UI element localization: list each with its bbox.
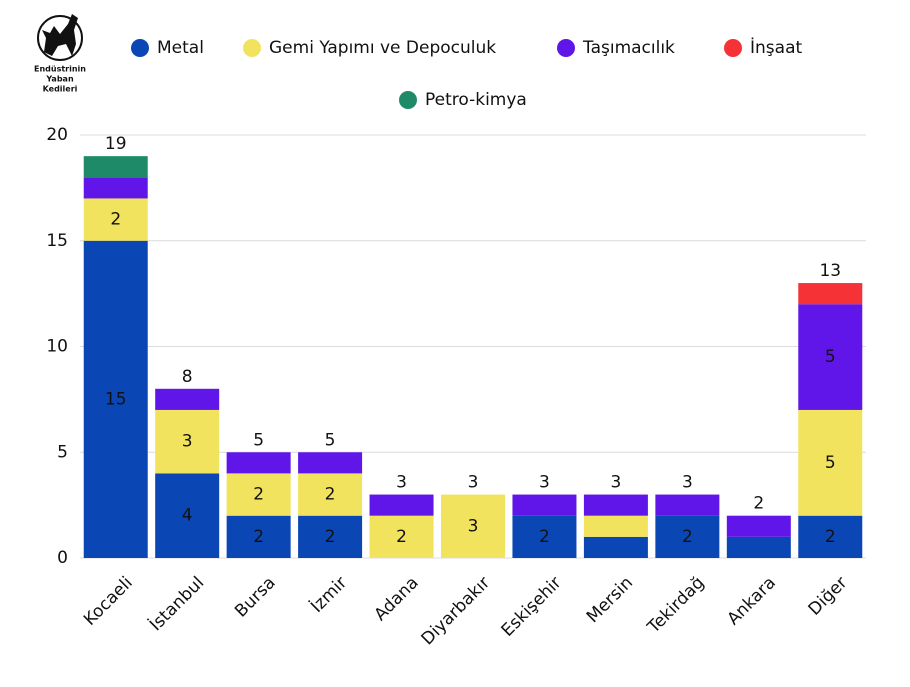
y-tick-label: 20 — [46, 125, 68, 145]
bar-segment — [83, 177, 148, 199]
x-tick-label: Eskişehir — [498, 573, 566, 641]
segment-label: 3 — [182, 432, 193, 452]
legend-label: İnşaat — [750, 37, 802, 58]
bar-segment — [369, 494, 434, 516]
bar-segment — [655, 494, 720, 516]
bar-segment — [298, 473, 363, 516]
bar-segment — [798, 409, 863, 516]
legend-label: Taşımacılık — [582, 38, 675, 58]
bar-segment — [155, 388, 220, 410]
x-tick-label: Mersin — [583, 573, 637, 627]
legend-label: Metal — [157, 38, 204, 58]
segment-label: 15 — [105, 389, 127, 409]
total-label: 5 — [253, 430, 264, 450]
y-tick-label: 0 — [57, 548, 68, 568]
bar-segment — [512, 494, 577, 516]
bar-segment — [298, 515, 363, 558]
segment-label: 2 — [325, 527, 336, 547]
x-tick-label: Kocaeli — [80, 573, 137, 630]
bar-segment — [369, 515, 434, 558]
logo-text: Endüstrinin — [34, 65, 86, 74]
x-tick-label: Bursa — [231, 573, 280, 622]
segment-label: 2 — [325, 485, 336, 505]
segment-label: 2 — [110, 210, 121, 230]
total-label: 5 — [325, 430, 336, 450]
x-tick-label: Tekirdağ — [643, 573, 708, 638]
bar-segment — [726, 536, 791, 558]
segment-label: 5 — [825, 347, 836, 367]
bar-segment — [512, 515, 577, 558]
logo: Endüstrinin Yaban Kedileri — [34, 14, 86, 94]
x-tick-label: Adana — [370, 573, 422, 625]
legend-marker — [399, 91, 417, 109]
y-tick-label: 5 — [57, 442, 68, 462]
y-tick-label: 15 — [46, 231, 68, 251]
total-label: 2 — [753, 494, 764, 514]
logo-ring — [37, 15, 83, 61]
bar-segment — [441, 494, 505, 558]
total-label: 3 — [539, 473, 550, 493]
bar-segment — [583, 494, 648, 516]
bar-segment — [83, 156, 148, 178]
bar-segment — [655, 515, 720, 558]
total-label: 13 — [819, 261, 841, 281]
x-tick-label: İstanbul — [145, 572, 208, 635]
total-label: 3 — [610, 473, 621, 493]
legend-label: Petro-kimya — [425, 90, 527, 110]
x-tick-label: Ankara — [723, 573, 779, 629]
segment-label: 2 — [253, 527, 264, 547]
legend-label: Gemi Yapımı ve Depoculuk — [269, 38, 496, 58]
bar-segment — [798, 283, 863, 305]
bar-segment — [798, 515, 863, 558]
y-tick-label: 10 — [46, 337, 68, 357]
x-tick-label: Diyarbakır — [418, 573, 494, 649]
segment-label: 2 — [682, 527, 693, 547]
legend-marker — [243, 39, 261, 57]
segment-label: 3 — [468, 516, 479, 536]
segment-label: 2 — [539, 527, 550, 547]
legend-marker — [131, 39, 149, 57]
bar-segment — [226, 515, 291, 558]
x-tick-label: İzmir — [306, 572, 351, 617]
bar-segment — [298, 452, 363, 474]
total-label: 3 — [468, 473, 479, 493]
logo-cat — [42, 14, 78, 56]
bar-segment — [726, 515, 791, 537]
bar-segment — [583, 536, 648, 558]
segment-label: 4 — [182, 506, 193, 526]
bar-segment — [155, 473, 220, 558]
bar-segment — [155, 409, 220, 474]
bar-segment — [226, 452, 291, 474]
bar-segment — [583, 515, 648, 537]
total-label: 19 — [105, 134, 127, 154]
logo-text: Kedileri — [43, 85, 78, 94]
segment-label: 5 — [825, 453, 836, 473]
bar-segment — [83, 240, 148, 558]
legend-marker — [557, 39, 575, 57]
bar-segment — [798, 304, 863, 410]
legend-marker — [724, 39, 742, 57]
logo-text: Yaban — [45, 75, 74, 84]
bar-segment — [83, 198, 148, 241]
segment-label: 2 — [396, 527, 407, 547]
total-label: 3 — [396, 473, 407, 493]
total-label: 8 — [182, 367, 193, 387]
total-label: 3 — [682, 473, 693, 493]
bar-segment — [226, 473, 291, 516]
segment-label: 2 — [825, 527, 836, 547]
x-tick-label: Diğer — [805, 573, 852, 620]
segment-label: 2 — [253, 485, 264, 505]
